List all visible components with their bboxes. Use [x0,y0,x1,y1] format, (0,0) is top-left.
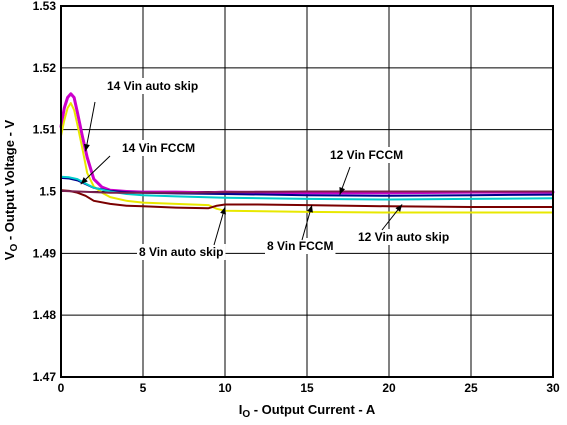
series-line-4 [60,175,554,201]
y-axis-title-main: V [2,251,17,260]
annotation-bg [120,140,198,156]
y-tick-label: 1.47 [33,370,57,384]
x-tick-label: 30 [546,381,560,395]
x-tick-label: 25 [464,381,478,395]
series-layer [59,92,555,214]
annotation-text: 12 Vin FCCM [330,148,403,162]
series-line-2 [60,102,554,214]
annotation-text: 12 Vin auto skip [358,230,449,244]
annotation-bg [137,244,226,260]
annotation-bg [105,78,201,94]
annotation-leader [85,101,96,152]
x-tick-label: 10 [218,381,232,395]
plot-frame [60,5,554,378]
annotation-arrowhead [339,186,346,195]
tick-labels: 0 5 10 15 20 25 30 1.47 1.48 1.49 1.5 1.51 1.52 1.53 [33,0,560,395]
annotation-6: 12 Vin auto skip [356,204,452,245]
y-axis-title: VO - Output Voltage - V [2,119,20,260]
x-axis-title: IO - Output Current - A [239,402,376,420]
x-tick-label: 15 [300,381,314,395]
annotation-arrowhead [220,206,226,215]
annotation-bg [265,238,336,254]
annotation-3: 12 Vin FCCM [328,147,406,195]
y-tick-label: 1.5 [39,185,56,199]
y-tick-label: 1.49 [33,246,57,260]
annotation-arrowhead [80,177,88,185]
y-tick-label: 1.51 [33,123,57,137]
y-tick-label: 1.52 [33,61,57,75]
annotation-text: 8 Vin FCCM [267,239,333,253]
annotation-arrowhead [307,205,313,213]
y-axis-title-rest: - Output Voltage - V [2,119,17,243]
x-tick-label: 20 [382,381,396,395]
y-tick-label: 1.53 [33,0,57,13]
x-axis-title-sub: O [242,409,250,420]
annotation-5: 8 Vin FCCM [265,204,336,254]
series-line-6 [60,189,554,194]
annotation-bg [356,229,452,245]
x-tick-label: 5 [140,381,147,395]
annotation-4: 8 Vin auto skip [137,206,226,260]
annotation-arrowhead [395,204,403,212]
x-axis-title-main: I [239,402,243,417]
annotation-arrowhead [83,143,90,152]
annotation-1: 14 Vin auto skip [83,78,201,152]
annotation-text: 14 Vin auto skip [107,79,198,93]
annotations: 14 Vin auto skip 14 Vin FCCM 12 Vin FCCM 8 … [80,78,452,260]
y-axis-title-sub: O [9,244,20,252]
annotation-2: 14 Vin FCCM [80,140,198,185]
annotation-bg [328,147,406,163]
x-axis-title-rest: - Output Current - A [250,402,376,417]
x-tick-label: 0 [58,381,65,395]
annotation-text: 14 Vin FCCM [122,141,195,155]
series-line-5 [60,189,554,210]
y-tick-label: 1.48 [33,308,57,322]
annotation-text: 8 Vin auto skip [139,245,223,259]
